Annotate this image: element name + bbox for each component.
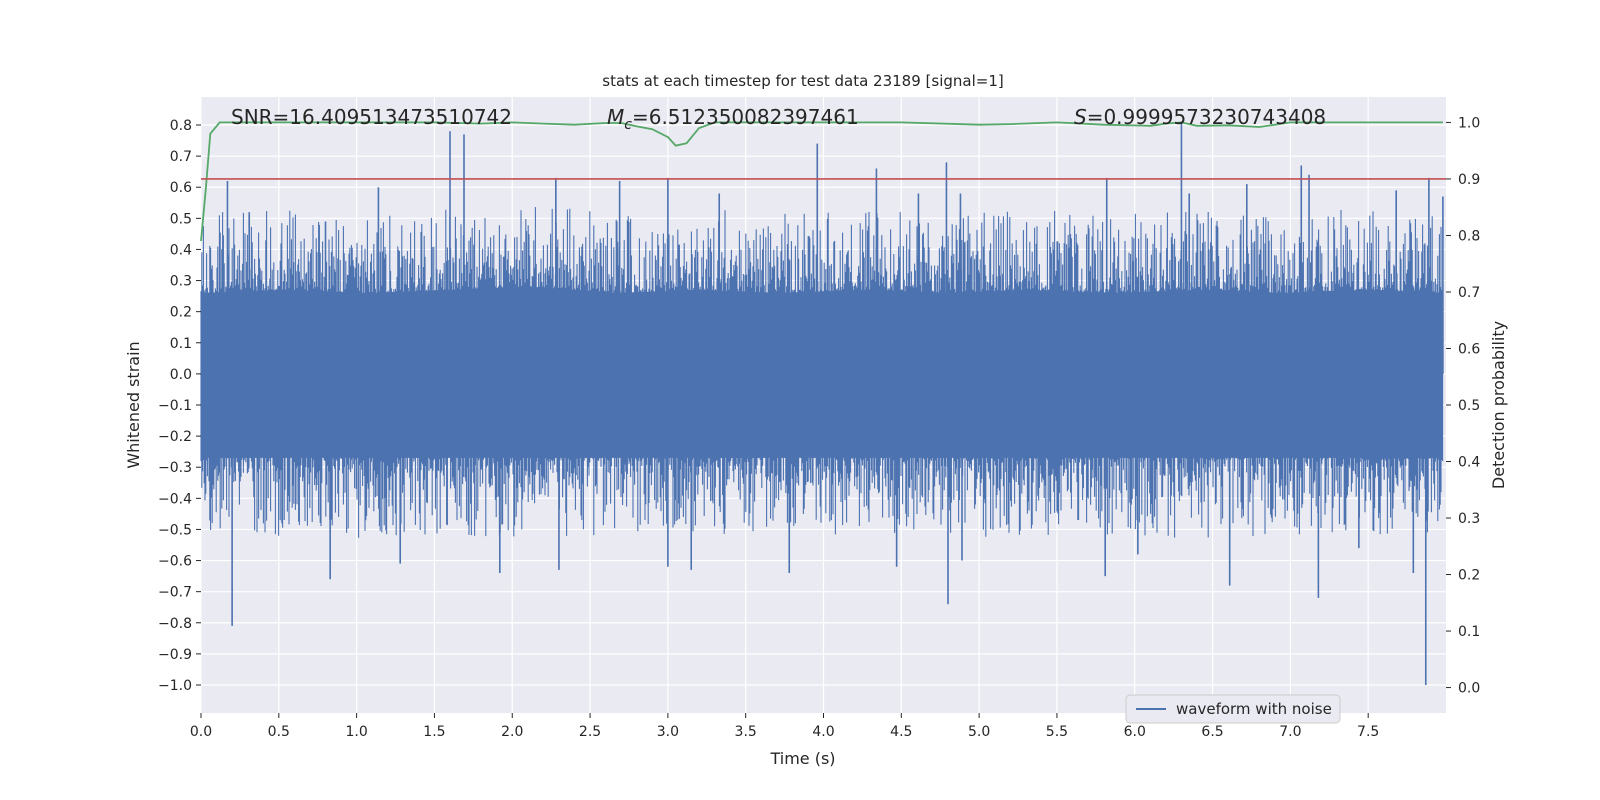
y2-axis-label: Detection probability — [1489, 321, 1508, 489]
snr-annotation: SNR=16.409513473510742 — [231, 105, 512, 129]
y-tick-label: 0.1 — [170, 336, 192, 352]
x-tick-label: 4.5 — [890, 724, 912, 740]
legend-label: waveform with noise — [1176, 700, 1332, 718]
y2-tick-label: 0.2 — [1458, 568, 1480, 584]
x-tick-label: 6.5 — [1201, 724, 1223, 740]
s-symbol: S — [1074, 105, 1087, 129]
chirp-mass-annotation: Mc=6.512350082397461 — [607, 105, 859, 133]
x-tick-label: 1.0 — [345, 724, 367, 740]
x-tick-label: 3.5 — [735, 724, 757, 740]
detection-statistic-annotation: S=0.9999573230743408 — [1074, 105, 1326, 129]
y-tick-label: 0.6 — [170, 180, 192, 196]
y2-tick-label: 1.0 — [1458, 115, 1480, 131]
x-tick-label: 1.5 — [423, 724, 445, 740]
y2-tick-label: 0.9 — [1458, 172, 1480, 188]
y-tick-label: 0.4 — [170, 242, 192, 258]
y-tick-label: 0.3 — [170, 274, 192, 290]
probability-series — [200, 121, 1443, 242]
chirp-mass-value: =6.512350082397461 — [632, 105, 859, 129]
y2-axis-ticks: 1.0 0.9 0.8 0.7 0.6 0.5 0.4 0.3 0.2 0.1 0.0 — [1446, 115, 1480, 697]
y-tick-label: −0.6 — [158, 554, 192, 570]
x-tick-label: 5.0 — [968, 724, 990, 740]
s-value: =0.9999573230743408 — [1087, 105, 1326, 129]
y-tick-label: −0.4 — [158, 491, 192, 507]
probability-line — [200, 121, 1443, 242]
y-tick-label: 0.8 — [170, 118, 192, 134]
x-tick-label: 2.5 — [579, 724, 601, 740]
x-tick-label: 2.0 — [501, 724, 523, 740]
x-tick-label: 6.0 — [1124, 724, 1146, 740]
y2-tick-label: 0.5 — [1458, 398, 1480, 414]
y2-tick-label: 0.3 — [1458, 511, 1480, 527]
x-tick-label: 7.0 — [1279, 724, 1301, 740]
legend: waveform with noise — [1125, 694, 1341, 724]
y-tick-label: −0.2 — [158, 429, 192, 445]
y2-tick-label: 0.8 — [1458, 228, 1480, 244]
y-tick-label: −0.7 — [158, 585, 192, 601]
y-tick-label: −0.1 — [158, 398, 192, 414]
x-tick-label: 7.5 — [1357, 724, 1379, 740]
y-tick-label: −0.3 — [158, 460, 192, 476]
y-axis-label: Whitened strain — [124, 341, 143, 468]
y-tick-label: 0.5 — [170, 211, 192, 227]
y2-tick-label: 0.4 — [1458, 455, 1480, 471]
x-axis-label: Time (s) — [769, 749, 835, 768]
y-tick-label: −0.9 — [158, 647, 192, 663]
y2-tick-label: 0.1 — [1458, 624, 1480, 640]
y-tick-label: −0.8 — [158, 616, 192, 632]
x-tick-label: 0.0 — [190, 724, 212, 740]
x-tick-label: 5.5 — [1046, 724, 1068, 740]
chirp-mass-subscript: c — [624, 117, 632, 133]
x-tick-label: 0.5 — [268, 724, 290, 740]
chart-title: stats at each timestep for test data 231… — [602, 72, 1003, 90]
y-axis-ticks: 0.8 0.7 0.6 0.5 0.4 0.3 0.2 0.1 0.0 −0.1 −0.2 −0.3 −… — [158, 118, 201, 694]
waveform-series — [200, 121, 1444, 685]
y-tick-label: 0.2 — [170, 305, 192, 321]
y-tick-label: −1.0 — [158, 678, 192, 694]
y-tick-label: 0.0 — [170, 367, 192, 383]
waveform-trace — [200, 207, 1444, 538]
legend-box — [1125, 694, 1341, 724]
x-tick-label: 4.0 — [812, 724, 834, 740]
y-tick-label: 0.7 — [170, 149, 192, 165]
y2-tick-label: 0.7 — [1458, 285, 1480, 301]
y2-tick-label: 0.0 — [1458, 681, 1480, 697]
y-tick-label: −0.5 — [158, 522, 192, 538]
y2-tick-label: 0.6 — [1458, 341, 1480, 357]
chirp-mass-symbol: M — [607, 105, 624, 129]
x-tick-label: 3.0 — [657, 724, 679, 740]
